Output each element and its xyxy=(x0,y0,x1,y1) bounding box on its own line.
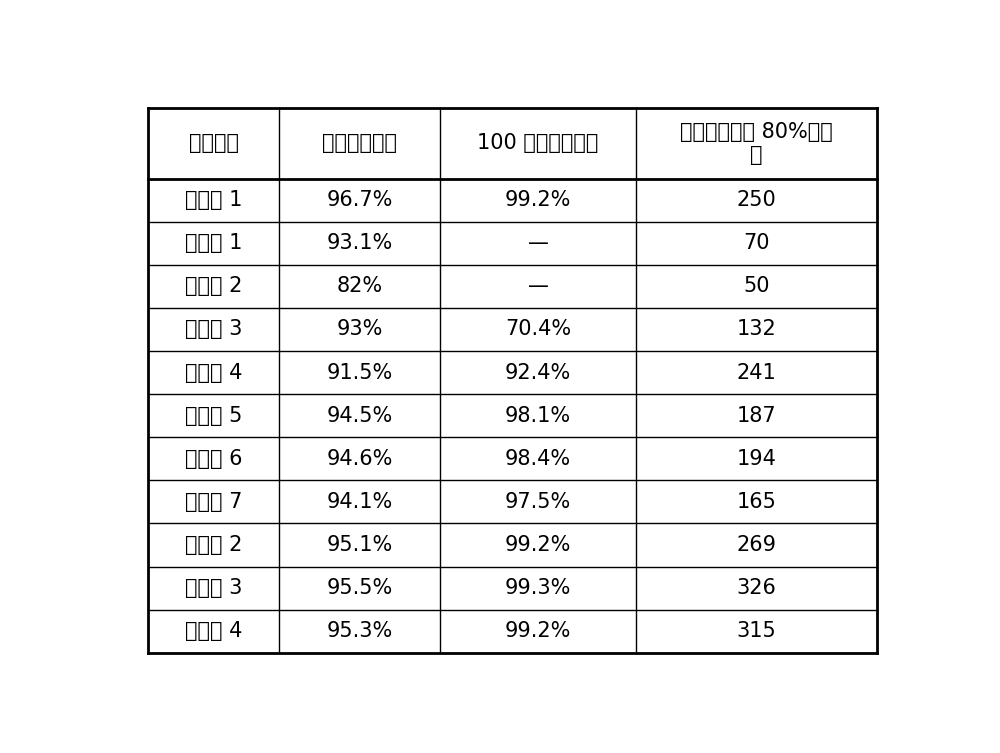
Text: 94.5%: 94.5% xyxy=(326,406,393,425)
Text: 165: 165 xyxy=(737,492,776,512)
Text: 315: 315 xyxy=(737,621,776,642)
Text: 93%: 93% xyxy=(336,319,383,340)
Text: 326: 326 xyxy=(737,578,776,598)
Text: 187: 187 xyxy=(737,406,776,425)
Text: 实施例 3: 实施例 3 xyxy=(185,578,243,598)
Text: 132: 132 xyxy=(737,319,776,340)
Text: 对比例 2: 对比例 2 xyxy=(185,276,243,297)
Text: 实施例 1: 实施例 1 xyxy=(185,191,243,210)
Text: 实施例 4: 实施例 4 xyxy=(185,621,243,642)
Text: 对比例 6: 对比例 6 xyxy=(185,449,243,469)
Text: 93.1%: 93.1% xyxy=(326,233,393,253)
Text: 250: 250 xyxy=(737,191,776,210)
Text: 对比例 4: 对比例 4 xyxy=(185,363,243,383)
Text: 95.1%: 95.1% xyxy=(326,535,393,555)
Text: 94.1%: 94.1% xyxy=(326,492,393,512)
Text: 对比例 7: 对比例 7 xyxy=(185,492,243,512)
Text: 对比例 1: 对比例 1 xyxy=(185,233,243,253)
Text: 70.4%: 70.4% xyxy=(505,319,571,340)
Text: 实施例 2: 实施例 2 xyxy=(185,535,243,555)
Text: 96.7%: 96.7% xyxy=(326,191,393,210)
Text: 100 圈后库伦效率: 100 圈后库伦效率 xyxy=(477,133,599,153)
Text: 样品编号: 样品编号 xyxy=(189,133,239,153)
Text: —: — xyxy=(528,276,548,297)
Text: 98.4%: 98.4% xyxy=(505,449,571,469)
Text: 99.2%: 99.2% xyxy=(505,621,571,642)
Text: 91.5%: 91.5% xyxy=(326,363,393,383)
Text: 194: 194 xyxy=(737,449,776,469)
Text: 70: 70 xyxy=(743,233,770,253)
Text: 92.4%: 92.4% xyxy=(505,363,571,383)
Text: 50: 50 xyxy=(743,276,770,297)
Text: 94.6%: 94.6% xyxy=(326,449,393,469)
Text: 对比例 5: 对比例 5 xyxy=(185,406,243,425)
Text: 对比例 3: 对比例 3 xyxy=(185,319,243,340)
Text: 99.2%: 99.2% xyxy=(505,535,571,555)
Text: 269: 269 xyxy=(737,535,777,555)
Text: 95.3%: 95.3% xyxy=(326,621,393,642)
Text: 99.2%: 99.2% xyxy=(505,191,571,210)
Text: 241: 241 xyxy=(737,363,776,383)
Text: 97.5%: 97.5% xyxy=(505,492,571,512)
Text: —: — xyxy=(528,233,548,253)
Text: 82%: 82% xyxy=(336,276,383,297)
Text: 98.1%: 98.1% xyxy=(505,406,571,425)
Text: 95.5%: 95.5% xyxy=(326,578,393,598)
Text: 首圈库伦效率: 首圈库伦效率 xyxy=(322,133,397,153)
Text: 库伦效率小于 80%的圈
数: 库伦效率小于 80%的圈 数 xyxy=(680,121,833,165)
Text: 99.3%: 99.3% xyxy=(505,578,571,598)
